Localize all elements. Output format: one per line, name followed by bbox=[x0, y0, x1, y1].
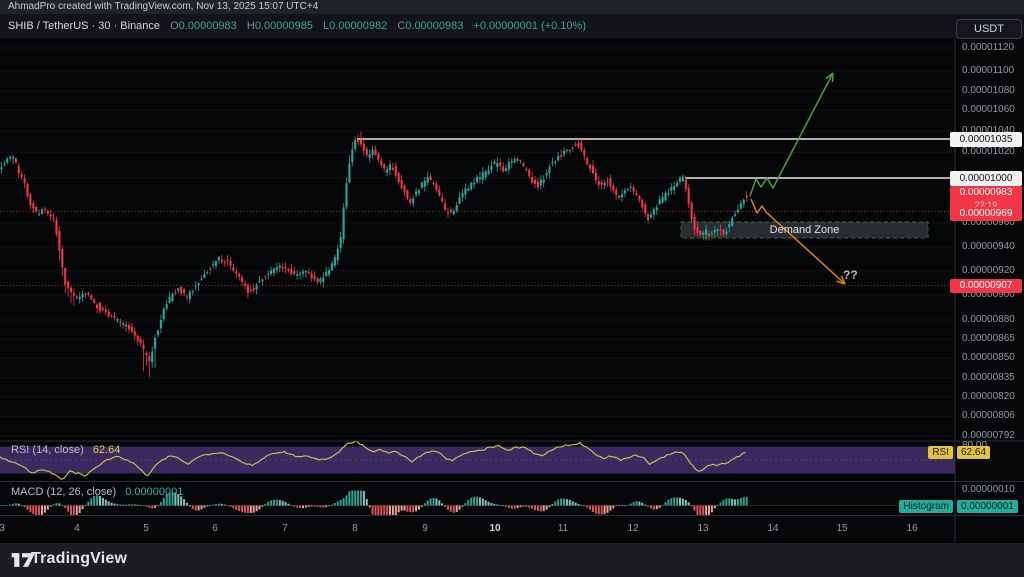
price-line-label-red: 0.00000907 bbox=[950, 279, 1022, 293]
price-tick-label: 0.00000960 bbox=[962, 216, 1015, 228]
low-value: 0.00000982 bbox=[329, 20, 388, 32]
rsi-value-badge: 62.64 bbox=[957, 446, 991, 459]
price-tick-label: 0.00001020 bbox=[962, 146, 1015, 158]
price-tick-label: 0.00000880 bbox=[962, 314, 1015, 325]
time-tick-label: 7 bbox=[282, 523, 288, 534]
footer-bar: TradingView bbox=[0, 543, 1024, 577]
price-tick-label: 0.00001080 bbox=[962, 85, 1015, 96]
last-price-value: 0.00000983 bbox=[959, 187, 1013, 198]
bar-countdown: 22:19 bbox=[974, 200, 998, 210]
time-tick-label: 8 bbox=[352, 523, 358, 534]
open-value: 0.00000983 bbox=[178, 20, 237, 32]
time-tick-label: 16 bbox=[906, 523, 918, 534]
symbol-title[interactable]: SHIB / TetherUS · 30 · Binance bbox=[8, 20, 161, 32]
time-tick-label: 4 bbox=[74, 523, 80, 534]
high-value: 0.00000985 bbox=[254, 20, 313, 32]
macd-value: 0.00000001 bbox=[125, 486, 184, 498]
time-tick-label: 14 bbox=[767, 523, 779, 534]
change-value: +0.00000001 (+0.10%) bbox=[473, 20, 586, 32]
price-tick-label: 0.00000920 bbox=[962, 264, 1015, 276]
price-tick-label: 0.00001060 bbox=[962, 104, 1015, 116]
time-tick-label: 10 bbox=[489, 523, 501, 534]
last-price-label: 0.00000983 22:19 bbox=[950, 186, 1022, 211]
macd-legend[interactable]: MACD (12, 26, close) 0.00000001 bbox=[11, 486, 183, 498]
tradingview-brand-text[interactable]: TradingView bbox=[31, 550, 128, 567]
time-tick-label: 3 bbox=[0, 523, 5, 534]
close-value: 0.00000983 bbox=[405, 20, 464, 32]
macd-scale-tick: 0.00000010 bbox=[962, 484, 1015, 495]
price-line-label-white: 0.00001035 bbox=[950, 131, 1022, 147]
close-label: C bbox=[397, 20, 406, 32]
price-tick-label: 0.00000820 bbox=[962, 391, 1015, 402]
price-tick-label: 0.00000792 bbox=[962, 429, 1015, 441]
time-tick-label: 13 bbox=[697, 523, 709, 534]
attribution-text: AhmadPro created with TradingView.com, N… bbox=[8, 1, 319, 12]
price-tick-label: 0.00000850 bbox=[962, 352, 1015, 364]
open-label: O bbox=[170, 20, 179, 32]
rsi-legend[interactable]: RSI (14, close) 62.64 bbox=[11, 444, 120, 456]
time-axis[interactable]: 3 4 5 6 7 8 9 10 11 12 13 14 15 16 bbox=[0, 516, 1024, 542]
price-tick-label: 0.00000835 bbox=[962, 371, 1015, 383]
price-tick-label: 0.00001100 bbox=[962, 64, 1015, 76]
macd-name: MACD bbox=[11, 486, 44, 498]
price-tick-label: 0.00001040 bbox=[962, 125, 1015, 136]
symbol-legend-bar: SHIB / TetherUS · 30 · Binance O0.000009… bbox=[0, 14, 1024, 38]
rsi-value: 62.64 bbox=[92, 444, 121, 456]
price-tick-label: 0.00000900 bbox=[962, 289, 1015, 300]
question-marks-label: ?? bbox=[843, 268, 858, 282]
time-tick-label: 5 bbox=[143, 523, 149, 534]
price-tick-label: 0.00000865 bbox=[962, 333, 1015, 344]
price-tick-label: 0.00001120 bbox=[962, 42, 1015, 53]
time-tick-label: 11 bbox=[557, 523, 569, 534]
time-tick-label: 9 bbox=[422, 523, 428, 534]
attribution-bar: AhmadPro created with TradingView.com, N… bbox=[0, 0, 1024, 14]
time-tick-label: 15 bbox=[836, 523, 848, 534]
price-line-label-red: 0.00000969 bbox=[950, 207, 1022, 221]
price-tick-label: 0.00000806 bbox=[962, 410, 1015, 422]
demand-zone-label[interactable]: Demand Zone bbox=[769, 224, 840, 236]
rsi-params: (14, close) bbox=[32, 444, 84, 456]
macd-params: (12, 26, close) bbox=[46, 486, 117, 498]
rsi-scale-tick: 80.00 bbox=[962, 439, 987, 453]
time-tick-label: 6 bbox=[212, 523, 218, 534]
macd-value-badge: 0.00000001 bbox=[957, 500, 1018, 513]
price-line-label-white: 0.00001000 bbox=[950, 170, 1022, 186]
macd-histogram-badge: Histogram bbox=[899, 500, 953, 513]
rsi-name: RSI bbox=[11, 444, 30, 456]
currency-toggle-button[interactable]: USDT bbox=[956, 19, 1022, 39]
low-label: L bbox=[323, 20, 330, 32]
high-label: H bbox=[246, 20, 255, 32]
price-tick-label: 0.00000940 bbox=[962, 240, 1015, 252]
tradingview-logo-icon[interactable] bbox=[9, 550, 35, 570]
time-tick-label: 12 bbox=[627, 523, 639, 534]
rsi-line-badge: RSI bbox=[928, 446, 953, 459]
